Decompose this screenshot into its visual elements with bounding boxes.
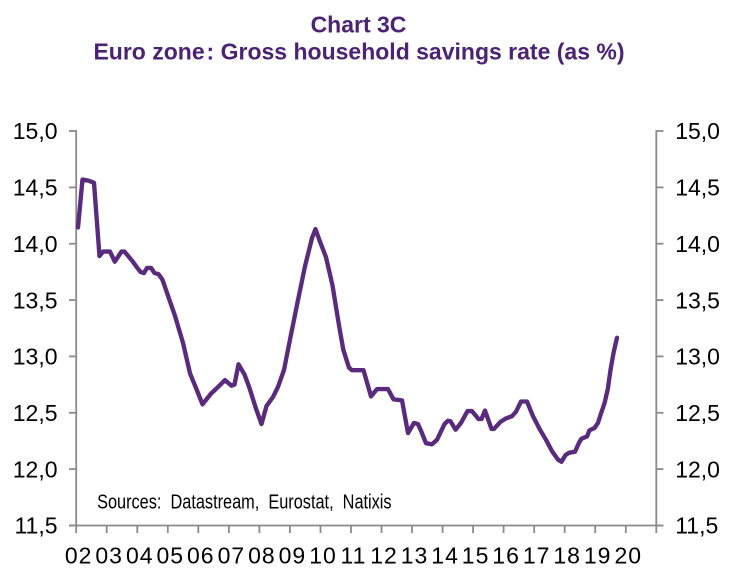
svg-text:12,0: 12,0 [675,456,720,482]
svg-text:20: 20 [615,542,643,568]
svg-text:10: 10 [309,542,337,568]
svg-text:Euro zone : Gross household sa: Euro zone : Gross household savings rate… [93,39,624,65]
svg-text:13,0: 13,0 [675,344,720,370]
svg-text:11,5: 11,5 [675,513,718,539]
svg-text:09: 09 [279,542,307,568]
svg-text:14,0: 14,0 [675,231,720,257]
svg-text:06: 06 [187,542,215,568]
svg-text:12,5: 12,5 [13,400,58,426]
svg-text:Sources: Datastream, Eurosta: Sources: Datastream, Eurostat, Natixis [97,492,392,514]
svg-text:02: 02 [65,542,93,568]
svg-text:14: 14 [431,542,459,568]
svg-text:03: 03 [95,542,123,568]
svg-text:19: 19 [584,542,612,568]
svg-text:13,0: 13,0 [13,344,58,370]
svg-text:12,5: 12,5 [675,400,720,426]
svg-text:13,5: 13,5 [13,287,58,313]
svg-text:07: 07 [218,542,246,568]
svg-text:14,0: 14,0 [13,231,58,257]
svg-text:15,0: 15,0 [675,118,720,144]
svg-text:16: 16 [492,542,520,568]
svg-text:05: 05 [157,542,185,568]
svg-text:11,5: 11,5 [14,513,57,539]
svg-text:13,5: 13,5 [675,287,720,313]
svg-text:11: 11 [341,542,367,568]
svg-text:15,0: 15,0 [13,118,58,144]
svg-text:17: 17 [523,542,551,568]
svg-text:15: 15 [462,542,490,568]
svg-text:14,5: 14,5 [13,175,58,201]
svg-text:Chart 3C: Chart 3C [311,12,407,38]
svg-text:12,0: 12,0 [13,456,58,482]
svg-text:12: 12 [370,542,398,568]
svg-text:18: 18 [553,542,581,568]
svg-text:08: 08 [248,542,276,568]
svg-text:13: 13 [401,542,429,568]
svg-text:04: 04 [126,542,154,568]
svg-text:14,5: 14,5 [675,175,720,201]
